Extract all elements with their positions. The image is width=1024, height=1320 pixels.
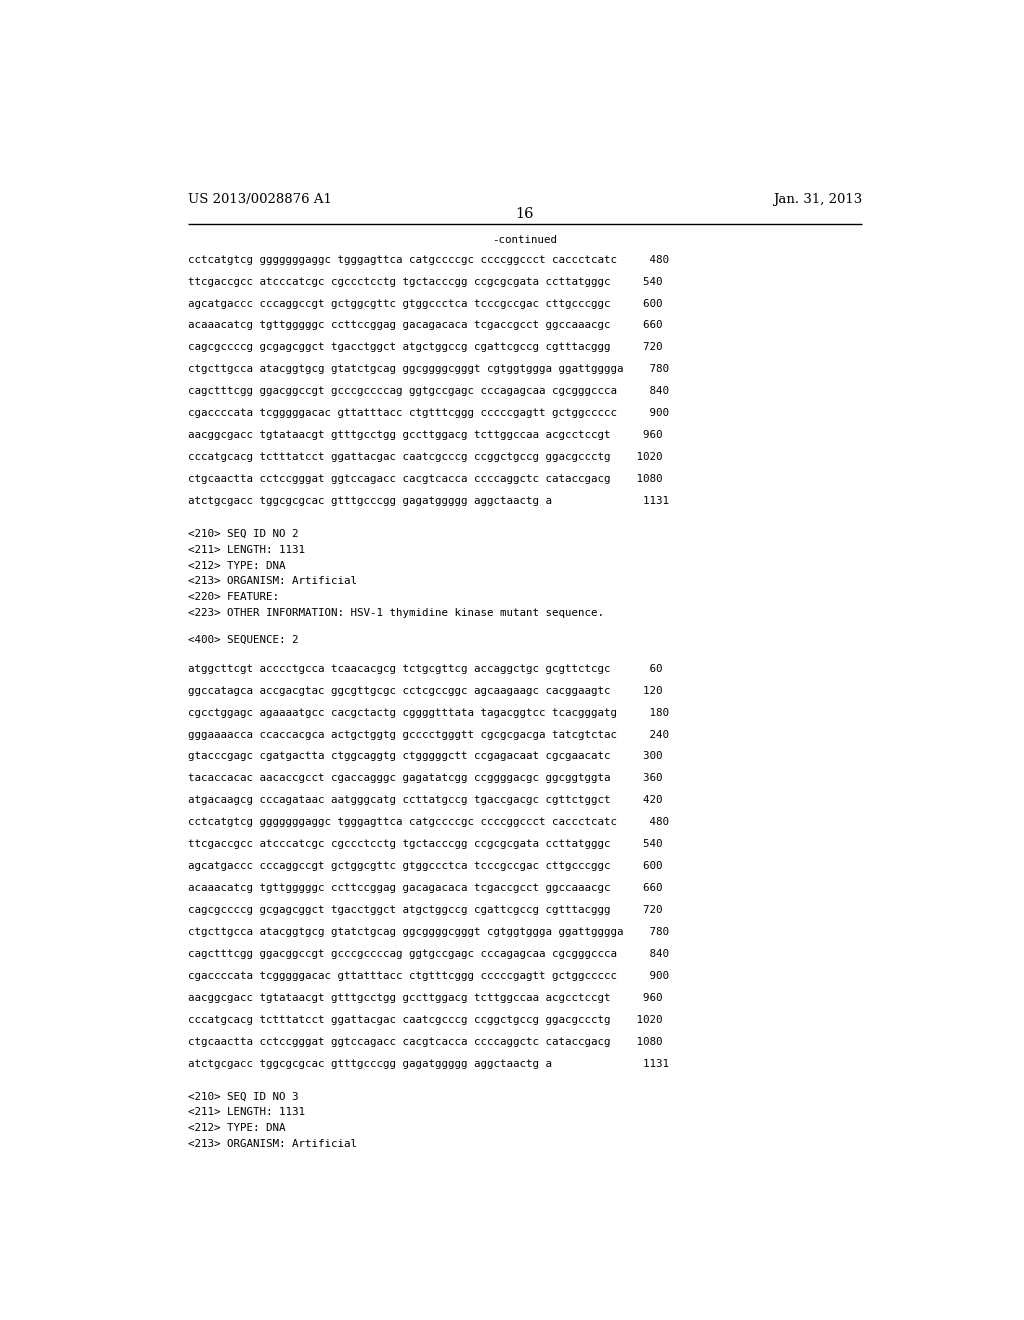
Text: cagcgccccg gcgagcggct tgacctggct atgctggccg cgattcgccg cgtttacggg     720: cagcgccccg gcgagcggct tgacctggct atgctgg… (187, 906, 663, 915)
Text: US 2013/0028876 A1: US 2013/0028876 A1 (187, 193, 332, 206)
Text: cccatgcacg tctttatcct ggattacgac caatcgcccg ccggctgccg ggacgccctg    1020: cccatgcacg tctttatcct ggattacgac caatcgc… (187, 453, 663, 462)
Text: cagctttcgg ggacggccgt gcccgccccag ggtgccgagc cccagagcaa cgcgggccca     840: cagctttcgg ggacggccgt gcccgccccag ggtgcc… (187, 387, 669, 396)
Text: cccatgcacg tctttatcct ggattacgac caatcgcccg ccggctgccg ggacgccctg    1020: cccatgcacg tctttatcct ggattacgac caatcgc… (187, 1015, 663, 1024)
Text: cgaccccata tcgggggacac gttatttacc ctgtttcggg cccccgagtt gctggccccc     900: cgaccccata tcgggggacac gttatttacc ctgttt… (187, 408, 669, 418)
Text: tacaccacac aacaccgcct cgaccagggc gagatatcgg ccggggacgc ggcggtggta     360: tacaccacac aacaccgcct cgaccagggc gagatat… (187, 774, 663, 784)
Text: <220> FEATURE:: <220> FEATURE: (187, 593, 279, 602)
Text: ctgcaactta cctccgggat ggtccagacc cacgtcacca ccccaggctc cataccgacg    1080: ctgcaactta cctccgggat ggtccagacc cacgtca… (187, 1036, 663, 1047)
Text: ttcgaccgcc atcccatcgc cgccctcctg tgctacccgg ccgcgcgata ccttatgggc     540: ttcgaccgcc atcccatcgc cgccctcctg tgctacc… (187, 840, 663, 849)
Text: 16: 16 (515, 207, 535, 220)
Text: <212> TYPE: DNA: <212> TYPE: DNA (187, 561, 285, 570)
Text: <210> SEQ ID NO 2: <210> SEQ ID NO 2 (187, 529, 298, 539)
Text: <400> SEQUENCE: 2: <400> SEQUENCE: 2 (187, 635, 298, 644)
Text: ctgcttgcca atacggtgcg gtatctgcag ggcggggcgggt cgtggtggga ggattgggga    780: ctgcttgcca atacggtgcg gtatctgcag ggcgggg… (187, 364, 669, 375)
Text: <212> TYPE: DNA: <212> TYPE: DNA (187, 1123, 285, 1134)
Text: <211> LENGTH: 1131: <211> LENGTH: 1131 (187, 545, 304, 554)
Text: ggccatagca accgacgtac ggcgttgcgc cctcgccggc agcaagaagc cacggaagtc     120: ggccatagca accgacgtac ggcgttgcgc cctcgcc… (187, 685, 663, 696)
Text: atggcttcgt acccctgcca tcaacacgcg tctgcgttcg accaggctgc gcgttctcgc      60: atggcttcgt acccctgcca tcaacacgcg tctgcgt… (187, 664, 663, 673)
Text: -continued: -continued (493, 235, 557, 246)
Text: acaaacatcg tgttgggggc ccttccggag gacagacaca tcgaccgcct ggccaaacgc     660: acaaacatcg tgttgggggc ccttccggag gacagac… (187, 321, 663, 330)
Text: cagcgccccg gcgagcggct tgacctggct atgctggccg cgattcgccg cgtttacggg     720: cagcgccccg gcgagcggct tgacctggct atgctgg… (187, 342, 663, 352)
Text: cagctttcgg ggacggccgt gcccgccccag ggtgccgagc cccagagcaa cgcgggccca     840: cagctttcgg ggacggccgt gcccgccccag ggtgcc… (187, 949, 669, 960)
Text: cctcatgtcg gggggggaggc tgggagttca catgccccgc ccccggccct caccctcatc     480: cctcatgtcg gggggggaggc tgggagttca catgcc… (187, 817, 669, 828)
Text: atgacaagcg cccagataac aatgggcatg ccttatgccg tgaccgacgc cgttctggct     420: atgacaagcg cccagataac aatgggcatg ccttatg… (187, 796, 663, 805)
Text: <213> ORGANISM: Artificial: <213> ORGANISM: Artificial (187, 577, 356, 586)
Text: aacggcgacc tgtataacgt gtttgcctgg gccttggacg tcttggccaa acgcctccgt     960: aacggcgacc tgtataacgt gtttgcctgg gccttgg… (187, 993, 663, 1003)
Text: atctgcgacc tggcgcgcac gtttgcccgg gagatggggg aggctaactg a              1131: atctgcgacc tggcgcgcac gtttgcccgg gagatgg… (187, 496, 669, 506)
Text: ttcgaccgcc atcccatcgc cgccctcctg tgctacccgg ccgcgcgata ccttatgggc     540: ttcgaccgcc atcccatcgc cgccctcctg tgctacc… (187, 277, 663, 286)
Text: Jan. 31, 2013: Jan. 31, 2013 (773, 193, 862, 206)
Text: <211> LENGTH: 1131: <211> LENGTH: 1131 (187, 1107, 304, 1118)
Text: gggaaaacca ccaccacgca actgctggtg gcccctgggtt cgcgcgacga tatcgtctac     240: gggaaaacca ccaccacgca actgctggtg gcccctg… (187, 730, 669, 739)
Text: ctgcaactta cctccgggat ggtccagacc cacgtcacca ccccaggctc cataccgacg    1080: ctgcaactta cctccgggat ggtccagacc cacgtca… (187, 474, 663, 484)
Text: ctgcttgcca atacggtgcg gtatctgcag ggcggggcgggt cgtggtggga ggattgggga    780: ctgcttgcca atacggtgcg gtatctgcag ggcgggg… (187, 927, 669, 937)
Text: atctgcgacc tggcgcgcac gtttgcccgg gagatggggg aggctaactg a              1131: atctgcgacc tggcgcgcac gtttgcccgg gagatgg… (187, 1059, 669, 1069)
Text: gtacccgagc cgatgactta ctggcaggtg ctgggggctt ccgagacaat cgcgaacatc     300: gtacccgagc cgatgactta ctggcaggtg ctggggg… (187, 751, 663, 762)
Text: cctcatgtcg gggggggaggc tgggagttca catgccccgc ccccggccct caccctcatc     480: cctcatgtcg gggggggaggc tgggagttca catgcc… (187, 255, 669, 264)
Text: <213> ORGANISM: Artificial: <213> ORGANISM: Artificial (187, 1139, 356, 1148)
Text: <223> OTHER INFORMATION: HSV-1 thymidine kinase mutant sequence.: <223> OTHER INFORMATION: HSV-1 thymidine… (187, 609, 603, 618)
Text: cgcctggagc agaaaatgcc cacgctactg cggggtttata tagacggtcc tcacgggatg     180: cgcctggagc agaaaatgcc cacgctactg cggggtt… (187, 708, 669, 718)
Text: agcatgaccc cccaggccgt gctggcgttc gtggccctca tcccgccgac cttgcccggc     600: agcatgaccc cccaggccgt gctggcgttc gtggccc… (187, 861, 663, 871)
Text: <210> SEQ ID NO 3: <210> SEQ ID NO 3 (187, 1092, 298, 1102)
Text: cgaccccata tcgggggacac gttatttacc ctgtttcggg cccccgagtt gctggccccc     900: cgaccccata tcgggggacac gttatttacc ctgttt… (187, 972, 669, 981)
Text: aacggcgacc tgtataacgt gtttgcctgg gccttggacg tcttggccaa acgcctccgt     960: aacggcgacc tgtataacgt gtttgcctgg gccttgg… (187, 430, 663, 440)
Text: acaaacatcg tgttgggggc ccttccggag gacagacaca tcgaccgcct ggccaaacgc     660: acaaacatcg tgttgggggc ccttccggag gacagac… (187, 883, 663, 894)
Text: agcatgaccc cccaggccgt gctggcgttc gtggccctca tcccgccgac cttgcccggc     600: agcatgaccc cccaggccgt gctggcgttc gtggccc… (187, 298, 663, 309)
